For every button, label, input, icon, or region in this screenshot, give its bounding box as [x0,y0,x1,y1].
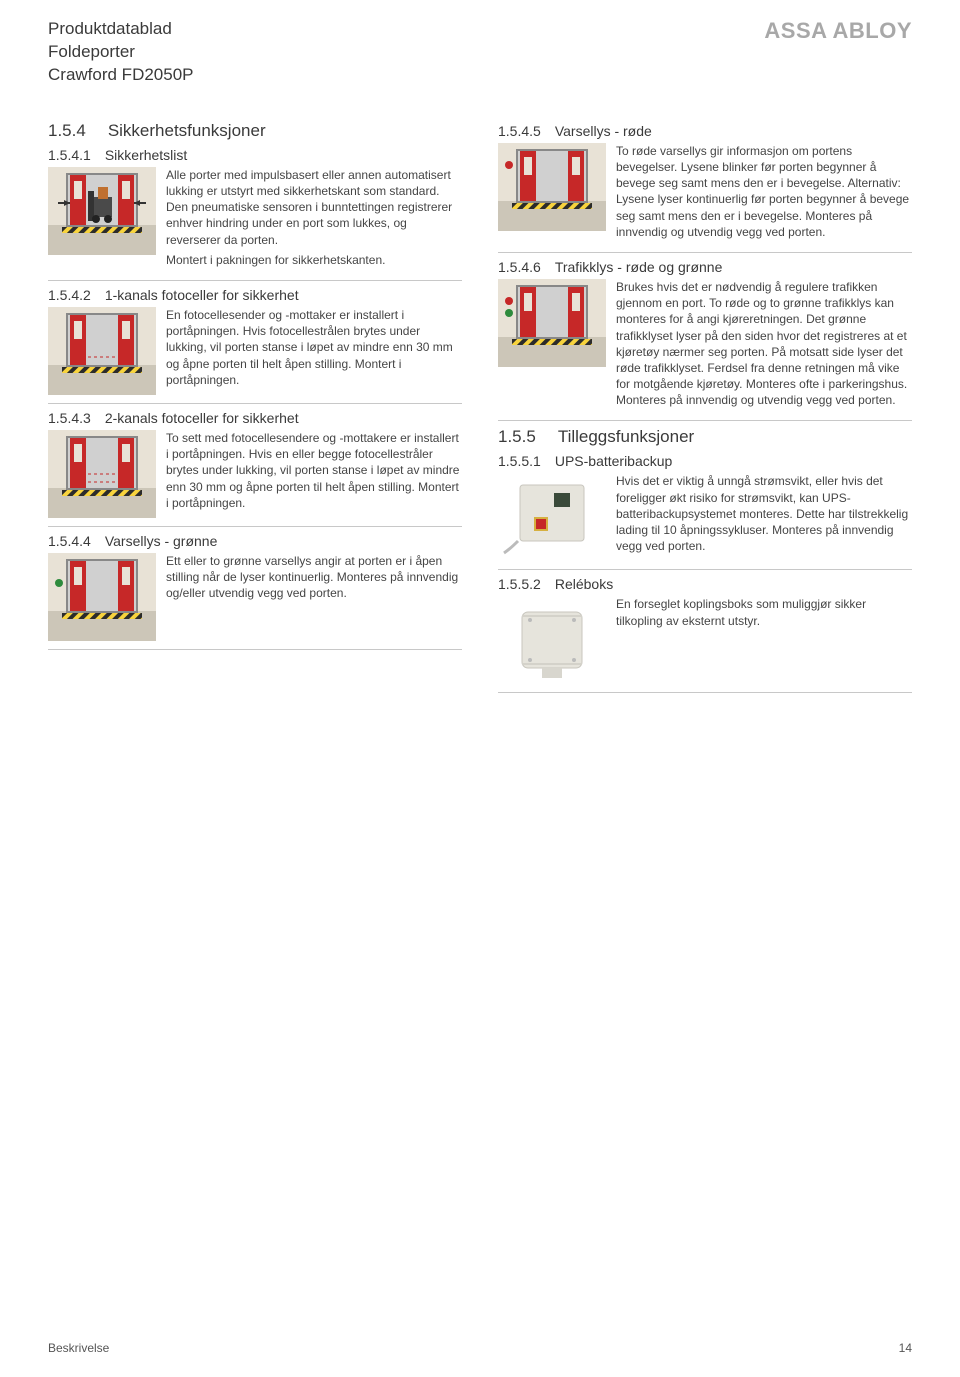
subsection-heading: 1.5.4.3 2-kanals fotoceller for sikkerhe… [48,410,462,426]
footer-section: Beskrivelse [48,1341,109,1355]
section-title: Sikkerhetsfunksjoner [108,121,266,141]
door-beam1-icon [48,307,156,395]
section-heading: 1.5.5 Tilleggsfunksjoner [498,427,912,447]
page-number: 14 [899,1341,912,1355]
feature-entry: To røde varsellys gir informasjon om por… [498,143,912,253]
section-number: 1.5.5 [498,427,536,447]
door-redgreen-icon [498,279,606,367]
right-column: 1.5.4.5 Varsellys - røde To røde varsell… [498,117,912,700]
door-red-icon [498,143,606,231]
left-column: 1.5.4 Sikkerhetsfunksjoner 1.5.4.1 Sikke… [48,117,462,700]
subsection-heading: 1.5.5.1 UPS-batteribackup [498,453,912,469]
header-title-block: Produktdatablad Foldeporter Crawford FD2… [48,18,194,87]
page-footer: Beskrivelse 14 [48,1341,912,1355]
subsection-heading: 1.5.4.1 Sikkerhetslist [48,147,462,163]
feature-description: To sett med fotocellesendere og -mottake… [166,430,462,518]
header-line1: Produktdatablad [48,18,194,41]
feature-description: En fotocellesender og -mottaker er insta… [166,307,462,395]
feature-entry: En forseglet koplingsboks som muliggjør … [498,596,912,693]
feature-description: Ett eller to grønne varsellys angir at p… [166,553,462,641]
door-beam2-icon [48,430,156,518]
feature-entry: Brukes hvis det er nødvendig å regulere … [498,279,912,422]
subsection-heading: 1.5.4.2 1-kanals fotoceller for sikkerhe… [48,287,462,303]
feature-entry: Hvis det er viktig å unngå strømsvikt, e… [498,473,912,570]
feature-entry: Ett eller to grønne varsellys angir at p… [48,553,462,650]
door-green-icon [48,553,156,641]
header-line2: Foldeporter [48,41,194,64]
page-header: Produktdatablad Foldeporter Crawford FD2… [48,18,912,87]
section-number: 1.5.4 [48,121,86,141]
section-heading: 1.5.4 Sikkerhetsfunksjoner [48,121,462,141]
feature-entry: Alle porter med impulsbasert eller annen… [48,167,462,281]
brand-logo: ASSA ABLOY [764,18,912,44]
subsection-heading: 1.5.5.2 Reléboks [498,576,912,592]
section-title: Tilleggsfunksjoner [558,427,694,447]
feature-description: To røde varsellys gir informasjon om por… [616,143,912,244]
subsection-heading: 1.5.4.6 Trafikklys - røde og grønne [498,259,912,275]
header-line3: Crawford FD2050P [48,64,194,87]
ups-box-icon [498,473,606,561]
subsection-heading: 1.5.4.5 Varsellys - røde [498,123,912,139]
feature-description: Brukes hvis det er nødvendig å regulere … [616,279,912,413]
subsection-heading: 1.5.4.4 Varsellys - grønne [48,533,462,549]
feature-description: Alle porter med impulsbasert eller annen… [166,167,462,272]
door-forklift-icon [48,167,156,255]
feature-description: Hvis det er viktig å unngå strømsvikt, e… [616,473,912,561]
feature-description: En forseglet koplingsboks som muliggjør … [616,596,912,684]
feature-entry: To sett med fotocellesendere og -mottake… [48,430,462,527]
feature-entry: En fotocellesender og -mottaker er insta… [48,307,462,404]
content-columns: 1.5.4 Sikkerhetsfunksjoner 1.5.4.1 Sikke… [48,117,912,700]
relay-box-icon [498,596,606,684]
